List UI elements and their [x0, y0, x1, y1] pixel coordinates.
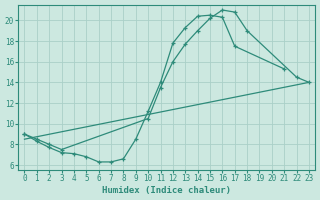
- X-axis label: Humidex (Indice chaleur): Humidex (Indice chaleur): [102, 186, 231, 195]
